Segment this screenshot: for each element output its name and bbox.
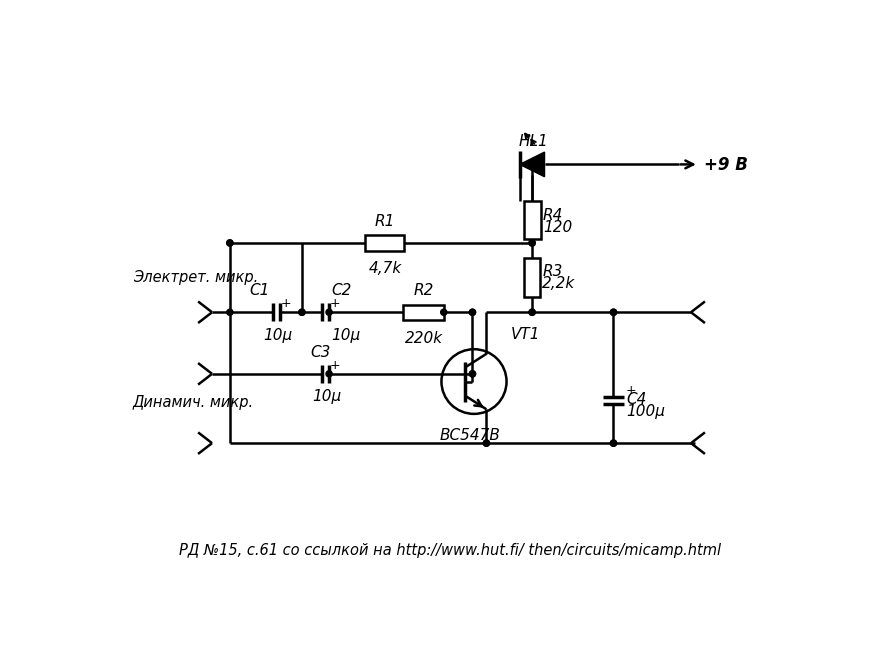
Text: BC547B: BC547B	[439, 428, 500, 442]
Circle shape	[529, 309, 535, 315]
Circle shape	[529, 240, 535, 246]
Circle shape	[529, 240, 535, 246]
Circle shape	[440, 309, 446, 315]
Circle shape	[325, 371, 332, 377]
Text: R2: R2	[413, 283, 433, 299]
Text: Динамич. микр.: Динамич. микр.	[132, 395, 253, 410]
Text: 100µ: 100µ	[625, 404, 664, 419]
Text: 10µ: 10µ	[311, 389, 341, 404]
Circle shape	[610, 309, 616, 315]
Text: +: +	[330, 359, 340, 372]
Text: +: +	[330, 297, 340, 310]
Text: C4: C4	[625, 392, 645, 407]
Text: РД №15, с.61 со ссылкой на http://www.hut.fi/ then/circuits/micamp.html: РД №15, с.61 со ссылкой на http://www.hu…	[179, 544, 720, 559]
Text: 10µ: 10µ	[263, 328, 292, 342]
Circle shape	[469, 371, 475, 377]
Circle shape	[469, 309, 475, 315]
Text: +9 В: +9 В	[703, 156, 747, 174]
Circle shape	[226, 240, 232, 246]
Text: +: +	[281, 297, 291, 310]
Circle shape	[482, 440, 489, 446]
Circle shape	[482, 440, 489, 446]
Circle shape	[325, 309, 332, 315]
Bar	[365, 235, 403, 251]
Circle shape	[610, 440, 616, 446]
Circle shape	[298, 309, 304, 315]
Text: HL1: HL1	[517, 134, 547, 149]
Text: VT1: VT1	[510, 326, 540, 341]
Circle shape	[469, 309, 475, 315]
Text: 120: 120	[542, 220, 572, 235]
Circle shape	[610, 309, 616, 315]
Bar	[403, 304, 443, 320]
Circle shape	[226, 240, 232, 246]
Bar	[524, 259, 539, 297]
Circle shape	[298, 309, 304, 315]
Text: Электрет. микр.: Электрет. микр.	[132, 270, 258, 285]
Polygon shape	[519, 152, 544, 177]
Text: C1: C1	[249, 283, 269, 299]
Text: 4,7k: 4,7k	[367, 261, 401, 277]
Text: 220k: 220k	[404, 331, 442, 346]
Text: C2: C2	[331, 283, 352, 299]
Bar	[523, 201, 540, 239]
Text: R1: R1	[374, 214, 395, 229]
Circle shape	[469, 371, 475, 377]
Circle shape	[226, 309, 232, 315]
Circle shape	[529, 309, 535, 315]
Text: +: +	[625, 384, 636, 397]
Text: C3: C3	[310, 345, 331, 360]
Text: 10µ: 10µ	[331, 328, 360, 342]
Text: 2,2k: 2,2k	[542, 276, 574, 292]
Text: R3: R3	[542, 264, 562, 279]
Text: R4: R4	[542, 208, 563, 224]
Circle shape	[610, 440, 616, 446]
